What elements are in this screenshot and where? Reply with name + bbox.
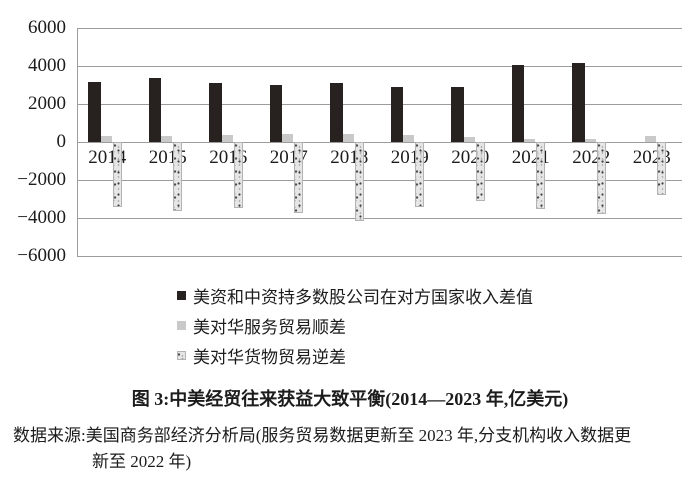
legend-item-goods_deficit: 美对华货物贸易逆差 (177, 340, 533, 370)
gridline (77, 65, 682, 67)
legend-label-services_surplus: 美对华服务贸易顺差 (193, 317, 346, 337)
y-tick-label: −6000 (17, 244, 66, 266)
y-tick-label: 2000 (28, 92, 66, 114)
bar-income_diff-2022 (572, 62, 585, 142)
x-tick-label: 2014 (88, 146, 127, 168)
bar-goods_deficit-2016 (233, 141, 243, 208)
gridline (77, 103, 682, 105)
bar-services_surplus-2017 (282, 134, 293, 142)
gridline (77, 28, 682, 29)
bar-goods_deficit-2017 (294, 141, 303, 213)
bar-goods_deficit-2021 (536, 141, 545, 209)
bar-services_surplus-2020 (463, 137, 475, 142)
y-tick-label: 6000 (28, 17, 66, 38)
chart-title: 图 3:中美经贸往来获益大致平衡(2014—2023 年,亿美元) (131, 389, 569, 409)
bar-goods_deficit-2022 (596, 141, 606, 215)
bar-income_diff-2016 (209, 83, 222, 142)
x-tick-label: 2022 (572, 146, 611, 168)
legend: 美资和中资持多数股公司在对方国家收入差值 美对华服务贸易顺差 美对华货物贸易逆差 (177, 280, 533, 370)
bar-income_diff-2019 (390, 87, 403, 142)
bar-services_surplus-2023 (645, 136, 656, 142)
y-tick-label: 4000 (28, 54, 66, 76)
gridline (77, 179, 682, 181)
x-tick-label: 2021 (511, 146, 550, 168)
legend-label-income_diff: 美资和中资持多数股公司在对方国家收入差值 (193, 287, 533, 307)
y-tick-label: −4000 (17, 206, 66, 228)
bar-services_surplus-2015 (161, 135, 172, 142)
bar-income_diff-2015 (148, 78, 161, 142)
bar-services_surplus-2016 (221, 134, 233, 142)
y-axis-line (77, 28, 78, 256)
bar-services_surplus-2019 (403, 134, 414, 142)
bar-income_diff-2021 (511, 65, 524, 142)
x-tick-label: 2023 (632, 146, 671, 168)
bar-goods_deficit-2018 (354, 141, 364, 221)
legend-label-goods_deficit: 美对华货物贸易逆差 (193, 347, 346, 367)
bar-income_diff-2018 (330, 83, 343, 142)
x-tick-label: 2015 (148, 146, 187, 168)
bar-income_diff-2014 (88, 82, 101, 142)
legend-marker-goods_deficit-icon (177, 350, 186, 360)
legend-item-income_diff: 美资和中资持多数股公司在对方国家收入差值 (177, 280, 533, 310)
legend-item-services_surplus: 美对华服务贸易顺差 (177, 310, 533, 340)
x-tick-label: 2020 (451, 146, 490, 168)
legend-marker-income_diff-icon (177, 290, 186, 300)
bar-goods_deficit-2023 (657, 141, 666, 195)
x-tick-label: 2019 (390, 146, 429, 168)
bar-services_surplus-2021 (524, 138, 535, 142)
y-tick-label: −2000 (17, 168, 66, 190)
bar-services_surplus-2022 (584, 139, 596, 142)
gridline (77, 255, 682, 257)
bar-income_diff-2020 (451, 86, 464, 142)
bar-services_surplus-2018 (342, 134, 354, 142)
gridline (77, 217, 682, 219)
gridline (77, 141, 682, 143)
x-tick-label: 2017 (269, 146, 308, 168)
bar-services_surplus-2014 (100, 136, 112, 142)
bar-goods_deficit-2015 (173, 141, 182, 212)
x-tick-label: 2018 (330, 146, 369, 168)
x-tick-label: 2016 (209, 146, 248, 168)
y-tick-label: 0 (56, 130, 67, 152)
bar-income_diff-2017 (269, 84, 282, 142)
legend-marker-services_surplus-icon (177, 320, 186, 330)
source-note-line-2: 新至 2022 年) (92, 452, 192, 471)
bar-goods_deficit-2019 (415, 141, 424, 207)
source-note-line-1: 数据来源:美国商务部经济分析局(服务贸易数据更新至 2023 年,分支机构收入数… (13, 426, 632, 445)
bar-goods_deficit-2020 (475, 141, 485, 201)
bar-goods_deficit-2014 (112, 141, 122, 207)
